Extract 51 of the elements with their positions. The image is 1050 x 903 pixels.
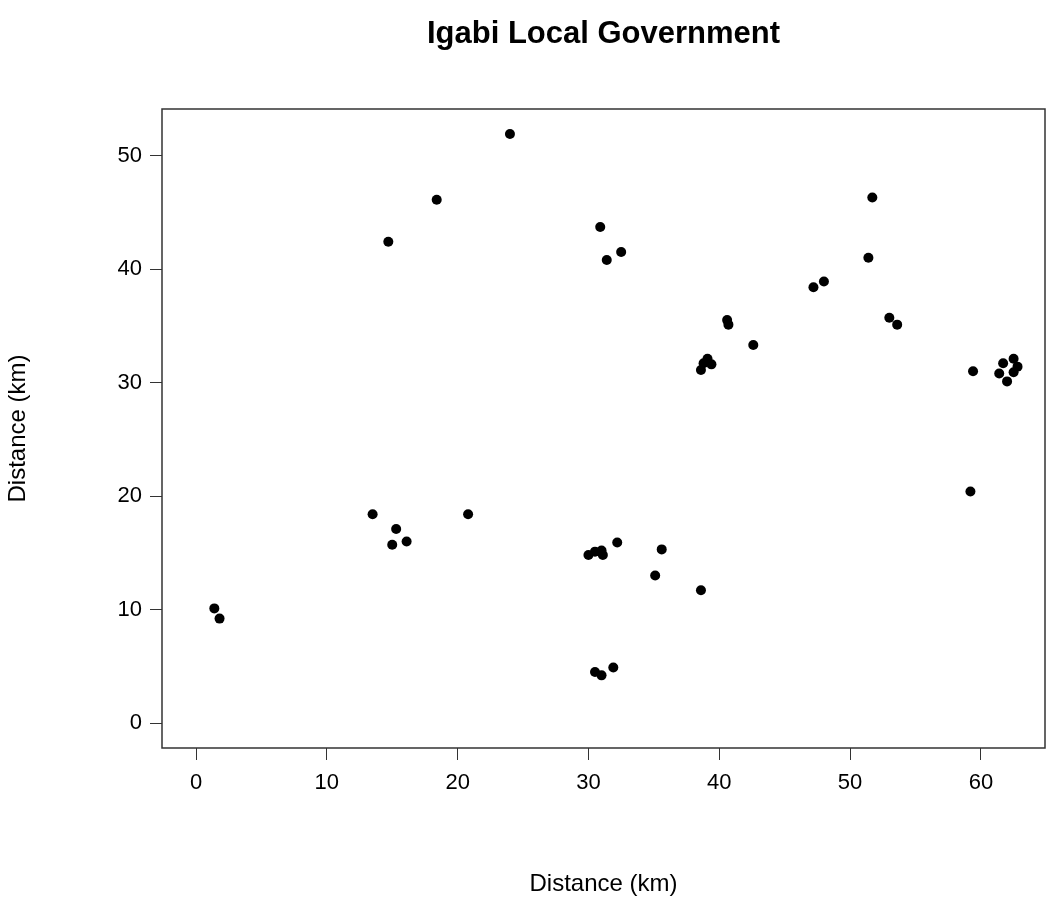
y-tick-label: 20 [117, 482, 142, 508]
point [387, 539, 398, 550]
point [650, 570, 661, 581]
point [863, 252, 874, 263]
point [367, 509, 378, 520]
point [998, 358, 1009, 369]
point [214, 613, 225, 624]
point [601, 254, 612, 265]
point [867, 192, 878, 203]
point [595, 222, 606, 233]
point [596, 670, 607, 681]
point [808, 282, 819, 293]
point [504, 128, 515, 139]
point [968, 366, 979, 377]
point [401, 536, 412, 547]
point [892, 319, 903, 330]
point [706, 359, 717, 370]
point [383, 236, 394, 247]
y-tick-label: 10 [117, 595, 142, 621]
point [616, 247, 627, 258]
y-tick-label: 30 [117, 368, 142, 394]
point [1008, 353, 1019, 364]
y-tick-label: 50 [117, 141, 142, 167]
x-tick-label: 20 [445, 769, 470, 795]
point [695, 585, 706, 596]
y-axis-title: Distance (km) [3, 354, 31, 503]
x-tick-label: 60 [968, 769, 994, 795]
x-axis-title: Distance (km) [529, 869, 678, 897]
x-tick-label: 30 [576, 769, 601, 795]
point [748, 340, 759, 351]
point [431, 194, 442, 205]
x-tick-label: 0 [189, 769, 203, 795]
point [391, 523, 402, 534]
point [1002, 376, 1013, 387]
point [1008, 367, 1019, 378]
y-tick-label: 0 [129, 709, 142, 735]
point [612, 537, 623, 548]
point [994, 368, 1005, 379]
point [965, 486, 976, 497]
point [597, 550, 608, 561]
point [463, 509, 474, 520]
y-tick-label: 40 [117, 255, 142, 281]
chart-title: Igabi Local Government [426, 14, 781, 50]
point [608, 662, 619, 673]
x-tick-label: 10 [314, 769, 340, 795]
point [818, 276, 829, 287]
x-tick-label: 50 [837, 769, 863, 795]
x-tick-label: 40 [707, 769, 732, 795]
point [209, 603, 220, 614]
point [884, 312, 895, 323]
point [656, 544, 667, 555]
